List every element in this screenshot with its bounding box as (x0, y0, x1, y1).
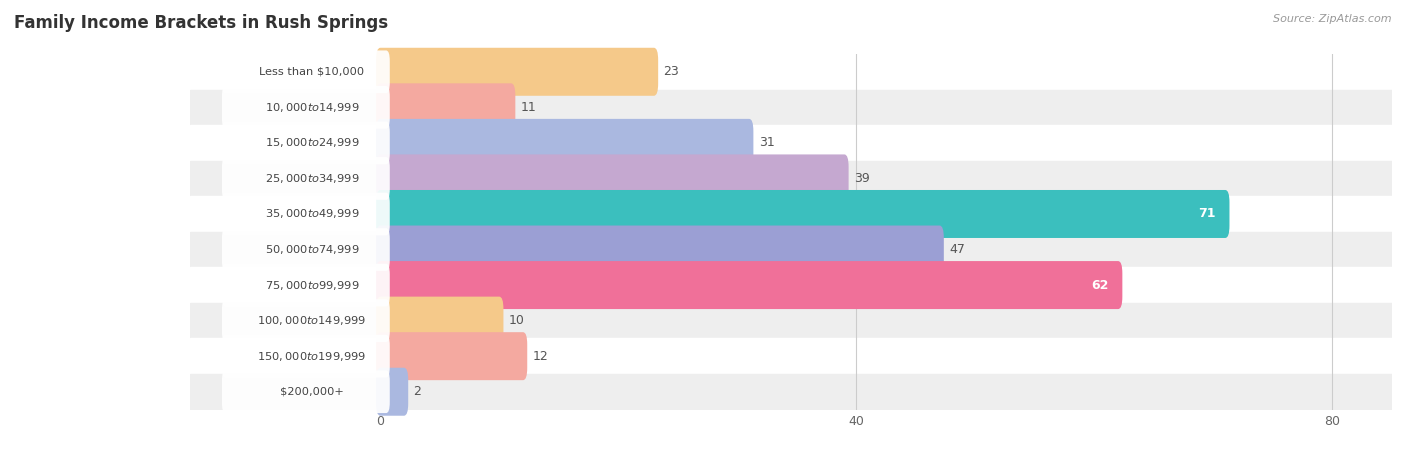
Text: $100,000 to $149,999: $100,000 to $149,999 (257, 314, 367, 327)
FancyBboxPatch shape (222, 370, 389, 413)
FancyBboxPatch shape (375, 83, 516, 131)
Text: $200,000+: $200,000+ (280, 387, 343, 397)
FancyBboxPatch shape (375, 261, 1122, 309)
Text: Family Income Brackets in Rush Springs: Family Income Brackets in Rush Springs (14, 14, 388, 32)
FancyBboxPatch shape (222, 50, 389, 93)
Text: $75,000 to $99,999: $75,000 to $99,999 (264, 279, 359, 292)
Text: 10: 10 (509, 314, 524, 327)
Bar (190, 90, 1392, 125)
Text: $15,000 to $24,999: $15,000 to $24,999 (264, 136, 359, 149)
Text: $10,000 to $14,999: $10,000 to $14,999 (264, 101, 359, 114)
Text: 39: 39 (853, 172, 870, 185)
FancyBboxPatch shape (222, 122, 389, 164)
Bar (190, 267, 1392, 303)
Bar (190, 338, 1392, 374)
Text: 62: 62 (1091, 279, 1109, 292)
Bar (190, 374, 1392, 410)
Text: 11: 11 (520, 101, 537, 114)
Text: 23: 23 (664, 65, 679, 78)
Bar (190, 196, 1392, 232)
FancyBboxPatch shape (222, 193, 389, 235)
FancyBboxPatch shape (375, 48, 658, 96)
FancyBboxPatch shape (222, 157, 389, 200)
Text: $35,000 to $49,999: $35,000 to $49,999 (264, 207, 359, 220)
FancyBboxPatch shape (222, 335, 389, 378)
Text: 31: 31 (759, 136, 775, 149)
FancyBboxPatch shape (375, 154, 849, 202)
FancyBboxPatch shape (222, 228, 389, 271)
FancyBboxPatch shape (222, 86, 389, 129)
Bar (190, 125, 1392, 161)
Text: $25,000 to $34,999: $25,000 to $34,999 (264, 172, 359, 185)
Text: $150,000 to $199,999: $150,000 to $199,999 (257, 350, 367, 363)
Text: Source: ZipAtlas.com: Source: ZipAtlas.com (1274, 14, 1392, 23)
FancyBboxPatch shape (375, 332, 527, 380)
FancyBboxPatch shape (222, 299, 389, 342)
Text: 47: 47 (949, 243, 965, 256)
FancyBboxPatch shape (375, 297, 503, 345)
Bar (190, 303, 1392, 338)
FancyBboxPatch shape (375, 119, 754, 167)
FancyBboxPatch shape (375, 190, 1229, 238)
Bar (190, 161, 1392, 196)
FancyBboxPatch shape (375, 368, 408, 416)
Text: 12: 12 (533, 350, 548, 363)
Bar (190, 232, 1392, 267)
Text: 2: 2 (413, 385, 422, 398)
FancyBboxPatch shape (375, 225, 943, 274)
Bar (190, 54, 1392, 90)
FancyBboxPatch shape (222, 264, 389, 306)
Text: Less than $10,000: Less than $10,000 (259, 67, 364, 77)
Text: $50,000 to $74,999: $50,000 to $74,999 (264, 243, 359, 256)
Text: 71: 71 (1198, 207, 1216, 220)
